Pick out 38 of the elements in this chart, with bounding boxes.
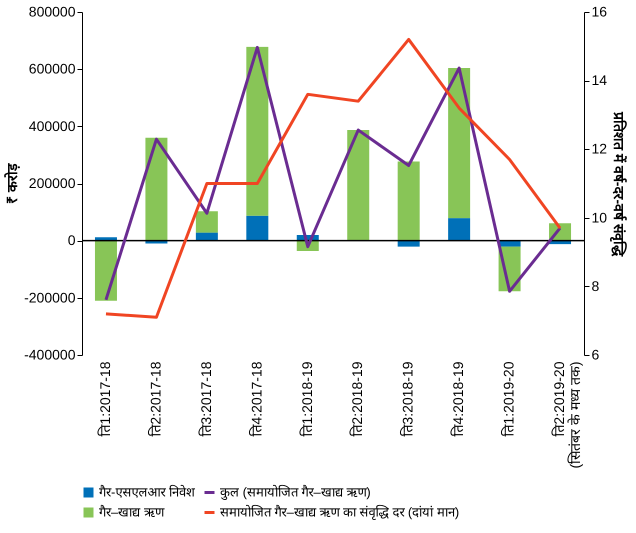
y2-tick-label: 8 (592, 278, 600, 294)
bar (448, 68, 470, 218)
y-tick-label: -400000 (24, 346, 76, 362)
y2-tick-label: 12 (592, 140, 608, 157)
x-tick-label: ति1:2018-19 (298, 361, 315, 437)
y-tick-label: -200000 (24, 289, 76, 306)
bar (398, 161, 420, 241)
y2-tick-label: 10 (592, 209, 608, 226)
bar (246, 216, 268, 241)
y-tick-label: 200000 (28, 175, 76, 191)
y-tick-label: 0 (68, 232, 76, 248)
x-tick-label: ति3:2017-18 (198, 361, 214, 437)
x-tick-label: ति3:2018-19 (400, 361, 416, 437)
bar (196, 232, 218, 241)
y-tick-label: 800000 (28, 4, 76, 20)
legend-label: समायोजित गैर–खाद्य ऋण का संवृद्धि दर (दांयां मान) (220, 504, 460, 520)
bar (145, 138, 168, 241)
y2-tick-label: 6 (592, 346, 600, 362)
x-tick-label: ति1:2019-20 (500, 361, 517, 437)
x-tick-label: ति4:2018-19 (450, 361, 466, 437)
legend-label: गैर–खाद्य ऋण (99, 504, 165, 520)
y2-tick-label: 16 (592, 4, 608, 20)
bar (448, 218, 470, 241)
y-axis-title: ₹ करोड़ (4, 163, 20, 204)
bar (196, 211, 218, 233)
legend-label: कुल (समायोजित गैर–खाद्य ऋण) (220, 484, 371, 500)
y-tick-label: 400000 (28, 118, 76, 134)
bar (347, 130, 370, 241)
x-tick-label: ति2:2017-18 (147, 361, 164, 437)
bar (246, 46, 268, 216)
legend-label: गैर-एसएलआर निवेश (99, 484, 196, 500)
x-tick-label: ति1:2017-18 (96, 361, 113, 437)
y2-axis-title: प्रतिशत में वर्ष-दर-वर्ष संवृद्धि (609, 111, 628, 257)
x-tick-label: ति4:2017-18 (248, 361, 264, 437)
y-tick-label: 600000 (28, 60, 76, 77)
x-tick-label: ति2:2019-20 (सितंबर के मध्य तक) (551, 361, 584, 468)
y2-tick-label: 14 (592, 72, 608, 88)
x-tick-label: ति2:2018-19 (349, 361, 366, 437)
